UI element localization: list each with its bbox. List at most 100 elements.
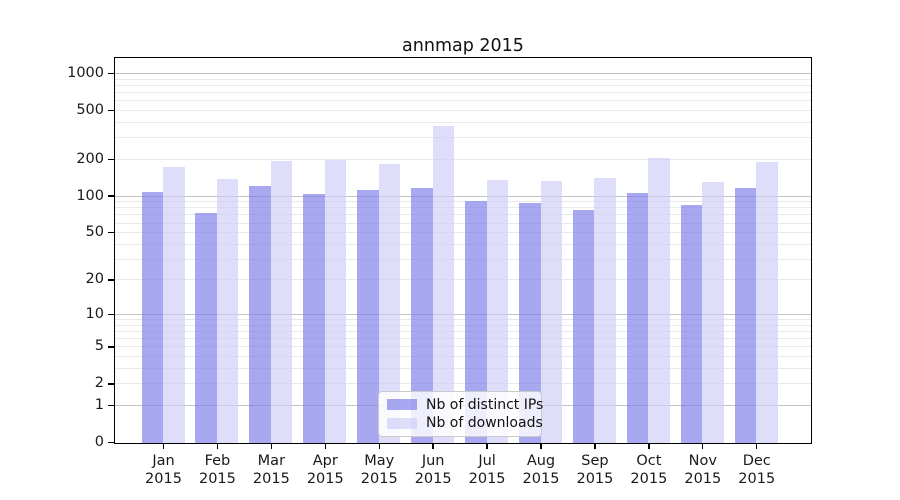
bar-distinct-ips-dec [734,188,757,443]
y-tick-label-0: 0 [94,434,104,450]
y-tick-200 [108,158,114,160]
x-tick-label-jan: Jan 2015 [145,453,182,487]
y-tick-label-200: 200 [76,150,104,167]
legend-item-downloads: Nb of downloads [387,415,543,431]
bar-distinct-ips-apr [303,193,325,443]
y-tick-label-50: 50 [85,224,104,241]
gridline-4 [115,356,811,358]
bar-downloads-sep [594,178,616,443]
legend-item-distinct-ips: Nb of distinct IPs [387,397,543,413]
y-tick-label-2: 2 [94,375,104,392]
x-tick-label-jun: Jun 2015 [414,453,452,487]
gridline-80 [115,207,811,209]
y-tick-20 [108,279,114,281]
bar-distinct-ips-feb [195,213,217,443]
gridline-9 [115,319,811,321]
bar-distinct-ips-oct [626,192,649,443]
y-tick-label-1000: 1000 [67,65,104,82]
y-tick-100 [108,195,114,197]
gridline-2 [115,383,811,385]
y-tick-label-100: 100 [76,187,104,204]
bar-downloads-dec [756,162,778,443]
y-tick-1000 [108,72,114,75]
x-tick-feb [216,444,219,449]
gridline-50 [115,232,811,234]
x-tick-mar [270,444,273,449]
x-tick-oct [648,444,650,449]
plot-area: Nb of distinct IPs Nb of downloads [114,57,812,444]
gridline-800 [115,85,811,86]
bar-downloads-apr [324,159,347,443]
x-tick-apr [324,444,326,449]
chart-title: annmap 2015 [402,36,524,56]
x-tick-jan [162,444,165,449]
bar-distinct-ips-jun [411,188,433,443]
y-tick-10 [108,313,114,316]
x-tick-label-dec: Dec 2015 [738,453,776,487]
gridline-1000 [115,73,811,75]
gridline-70 [115,214,811,216]
bar-downloads-feb [216,178,239,443]
gridline-30 [115,258,811,260]
gridline-20 [115,279,811,281]
bar-distinct-ips-aug [519,203,541,443]
x-tick-label-may: May 2015 [360,453,398,487]
gridline-8 [115,324,811,326]
legend-label-distinct-ips: Nb of distinct IPs [426,396,544,413]
gridline-600 [115,100,811,102]
gridline-500 [115,110,811,112]
gridline-60 [115,222,811,224]
bar-downloads-jan [163,167,185,443]
bar-distinct-ips-jul [465,200,487,443]
y-tick-label-10: 10 [85,305,104,322]
x-tick-nov [702,444,704,449]
y-tick-label-1: 1 [94,396,104,413]
x-tick-jun [432,444,434,449]
gridline-300 [115,137,811,139]
x-tick-aug [540,444,542,449]
gridline-90 [115,201,811,203]
legend-label-downloads: Nb of downloads [426,415,543,432]
gridline-5 [115,346,811,348]
y-tick-label-5: 5 [94,338,104,355]
bar-distinct-ips-jan [141,191,163,443]
x-tick-sep [594,444,596,449]
x-tick-label-nov: Nov 2015 [684,453,722,487]
bar-downloads-jul [486,179,509,443]
gridline-10 [115,313,811,315]
y-tick-0 [108,441,114,444]
x-tick-may [378,444,380,449]
x-tick-jul [486,444,488,449]
x-tick-label-jul: Jul 2015 [468,453,506,487]
y-tick-label-500: 500 [76,102,104,119]
gridline-6 [115,338,811,340]
y-tick-1 [108,404,114,407]
y-tick-label-20: 20 [85,271,104,288]
x-tick-label-mar: Mar 2015 [252,453,290,487]
bar-distinct-ips-mar [249,185,271,443]
gridline-200 [115,158,811,160]
legend-swatch-distinct-ips [387,399,417,411]
bar-downloads-may [378,163,401,443]
y-tick-500 [108,109,114,112]
legend-swatch-downloads [387,417,417,429]
bar-distinct-ips-sep [572,210,595,443]
bar-downloads-oct [648,158,670,443]
legend: Nb of distinct IPs Nb of downloads [378,391,543,437]
gridline-3 [115,367,811,369]
gridline-40 [115,243,811,245]
x-tick-label-apr: Apr 2015 [306,453,344,487]
x-tick-label-aug: Aug 2015 [522,453,560,487]
bar-distinct-ips-nov [680,204,703,443]
x-tick-label-feb: Feb 2015 [198,453,236,487]
y-tick-5 [108,346,114,348]
gridline-7 [115,330,811,332]
bar-distinct-ips-may [357,189,379,443]
bar-downloads-aug [540,180,562,443]
gridline-900 [115,78,811,80]
bar-downloads-mar [270,160,293,443]
x-tick-dec [756,444,758,449]
gridline-700 [115,92,811,94]
bar-downloads-jun [432,125,455,443]
